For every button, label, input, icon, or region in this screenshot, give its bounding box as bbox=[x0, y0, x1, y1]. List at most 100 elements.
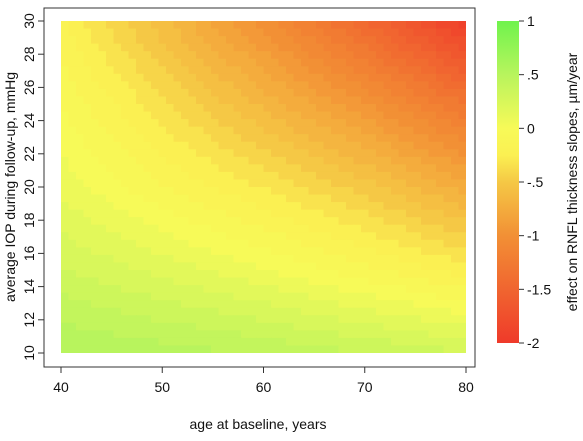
heatmap-cell bbox=[451, 28, 460, 37]
heatmap-cell bbox=[383, 96, 392, 105]
heatmap-cell bbox=[413, 239, 422, 248]
heatmap-cell bbox=[226, 300, 235, 309]
heatmap-cell bbox=[98, 322, 107, 331]
heatmap-cell bbox=[286, 58, 295, 67]
heatmap-cell bbox=[241, 307, 250, 316]
heatmap-cell bbox=[383, 239, 392, 248]
heatmap-cell bbox=[458, 254, 466, 264]
heatmap-cell bbox=[113, 194, 122, 203]
heatmap-cell bbox=[76, 36, 85, 45]
heatmap-cell bbox=[458, 315, 466, 324]
heatmap-cell bbox=[278, 262, 287, 271]
heatmap-cell bbox=[226, 171, 235, 181]
heatmap-cell bbox=[368, 315, 377, 324]
heatmap-cell bbox=[113, 239, 122, 248]
heatmap-cell bbox=[218, 104, 227, 113]
heatmap-cell bbox=[316, 277, 325, 286]
heatmap-cell bbox=[376, 262, 385, 271]
heatmap-cell bbox=[173, 270, 182, 279]
heatmap-cell bbox=[301, 43, 310, 52]
heatmap-cell bbox=[203, 345, 212, 353]
heatmap-cell bbox=[383, 224, 392, 233]
heatmap-cell bbox=[421, 119, 430, 128]
heatmap-cell bbox=[428, 270, 437, 279]
heatmap-cell bbox=[241, 247, 250, 256]
heatmap-cell bbox=[218, 315, 227, 324]
heatmap-cell bbox=[301, 337, 310, 347]
heatmap-cell bbox=[256, 345, 265, 353]
heatmap-cell bbox=[331, 224, 340, 233]
heatmap-cell bbox=[376, 179, 385, 188]
heatmap-cell bbox=[323, 51, 332, 60]
heatmap-cell bbox=[83, 179, 92, 188]
heatmap-cell bbox=[173, 224, 182, 233]
heatmap-cell bbox=[376, 209, 385, 218]
heatmap-cell bbox=[211, 285, 220, 294]
heatmap-cell bbox=[98, 254, 107, 264]
heatmap-cell bbox=[256, 307, 265, 316]
heatmap-cell bbox=[61, 58, 70, 67]
heatmap-cell bbox=[451, 73, 460, 82]
heatmap-cell bbox=[226, 96, 235, 105]
heatmap-cell bbox=[233, 262, 242, 271]
heatmap-cell bbox=[188, 43, 197, 52]
heatmap-cell bbox=[256, 36, 265, 45]
heatmap-cell bbox=[91, 73, 100, 82]
heatmap-cell bbox=[451, 254, 460, 264]
heatmap-cell bbox=[293, 104, 302, 113]
heatmap-cell bbox=[241, 66, 250, 75]
heatmap-cell bbox=[346, 232, 355, 241]
heatmap-cell bbox=[323, 277, 332, 286]
heatmap-cell bbox=[353, 43, 362, 52]
heatmap-cell bbox=[286, 247, 295, 256]
heatmap-cell bbox=[233, 171, 242, 181]
heatmap-cell bbox=[263, 285, 272, 294]
heatmap-cell bbox=[256, 315, 265, 324]
heatmap-cell bbox=[338, 330, 347, 339]
heatmap-cell bbox=[256, 88, 265, 98]
heatmap-cell bbox=[241, 81, 250, 90]
heatmap-cell bbox=[91, 156, 100, 165]
heatmap-cell bbox=[278, 315, 287, 324]
heatmap-cell bbox=[121, 21, 130, 30]
heatmap-cell bbox=[211, 315, 220, 324]
heatmap-cell bbox=[136, 179, 145, 188]
heatmap-cell bbox=[458, 141, 466, 150]
heatmap-cell bbox=[338, 126, 347, 135]
heatmap-cell bbox=[301, 254, 310, 264]
heatmap-cell bbox=[338, 202, 347, 211]
heatmap-cell bbox=[151, 247, 160, 256]
heatmap-cell bbox=[451, 126, 460, 135]
heatmap-cell bbox=[353, 322, 362, 331]
heatmap-cell bbox=[91, 345, 100, 353]
heatmap-cell bbox=[218, 73, 227, 82]
heatmap-cell bbox=[233, 194, 242, 203]
heatmap-cell bbox=[428, 104, 437, 113]
heatmap-cell bbox=[331, 126, 340, 135]
heatmap-cell bbox=[331, 254, 340, 264]
heatmap-cell bbox=[413, 345, 422, 353]
heatmap-cell bbox=[203, 43, 212, 52]
heatmap-cell bbox=[451, 156, 460, 165]
heatmap-cell bbox=[68, 104, 77, 113]
heatmap-cell bbox=[211, 126, 220, 135]
heatmap-cell bbox=[211, 187, 220, 196]
heatmap-cell bbox=[406, 104, 415, 113]
heatmap-cell bbox=[428, 337, 437, 347]
heatmap-cell bbox=[451, 149, 460, 158]
heatmap-cell bbox=[338, 307, 347, 316]
heatmap-cell bbox=[436, 164, 445, 173]
heatmap-cell bbox=[458, 202, 466, 211]
heatmap-cell bbox=[158, 202, 167, 211]
heatmap-cell bbox=[346, 315, 355, 324]
heatmap-cell bbox=[451, 194, 460, 203]
heatmap-cell bbox=[278, 322, 287, 331]
heatmap-cell bbox=[181, 134, 190, 143]
heatmap-cell bbox=[278, 51, 287, 60]
heatmap-cell bbox=[68, 58, 77, 67]
heatmap-cell bbox=[353, 270, 362, 279]
heatmap-cell bbox=[91, 126, 100, 135]
heatmap-cell bbox=[248, 156, 257, 165]
heatmap-cell bbox=[151, 156, 160, 165]
heatmap-cell bbox=[188, 337, 197, 347]
